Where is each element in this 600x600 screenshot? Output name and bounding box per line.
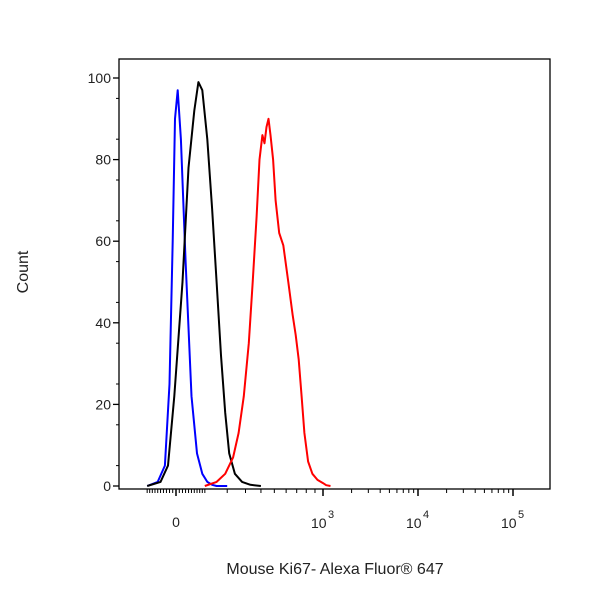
x-axis-title: Mouse Ki67- Alexa Fluor® 647 (226, 561, 443, 578)
y-tick-label: 40 (95, 315, 111, 331)
y-tick-label: 100 (88, 70, 112, 86)
series-line-2 (146, 81, 262, 487)
y-tick-label: 0 (103, 478, 111, 494)
x-tick-label: 10 (406, 515, 422, 531)
plot-frame (118, 58, 551, 490)
y-tick-label: 60 (95, 233, 111, 249)
series-layer (146, 81, 331, 487)
y-tick-label: 80 (95, 152, 111, 168)
x-tick-exponent: 4 (423, 509, 429, 521)
x-tick-label: 0 (172, 514, 180, 530)
y-tick-label: 20 (95, 396, 111, 412)
x-tick-exponent: 3 (328, 509, 334, 521)
series-line-1 (146, 89, 228, 487)
x-tick-label: 10 (311, 515, 327, 531)
x-tick-label: 10 (501, 515, 517, 531)
series-line-3 (204, 117, 331, 487)
y-axis-title: Count (15, 250, 32, 293)
x-tick-exponent: 5 (518, 509, 524, 521)
